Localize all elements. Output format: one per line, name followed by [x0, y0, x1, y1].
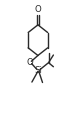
Text: O: O — [26, 58, 33, 67]
Text: O: O — [35, 5, 41, 14]
Text: Si: Si — [34, 66, 42, 75]
